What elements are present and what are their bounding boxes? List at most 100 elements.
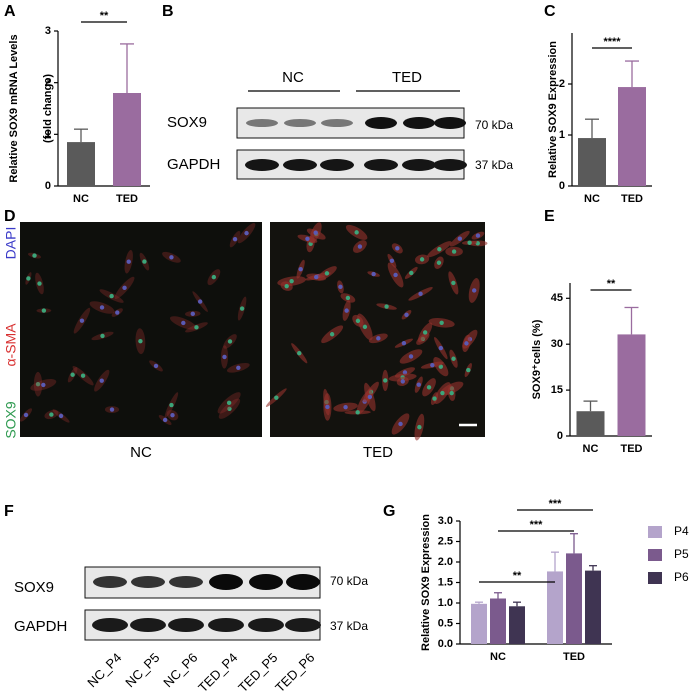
row-label: SOX9	[167, 114, 207, 131]
nucleus	[418, 291, 423, 297]
band	[130, 618, 166, 632]
row-label: GAPDH	[167, 156, 220, 173]
size-label: 70 kDa	[475, 118, 513, 132]
nucleus	[169, 402, 174, 408]
nucleus	[305, 236, 310, 241]
y-tick-label: 3	[45, 25, 51, 37]
y-tick-label: 2.5	[438, 535, 453, 547]
nucleus	[169, 255, 174, 260]
bar	[576, 411, 605, 436]
group-label: NC	[282, 69, 304, 86]
nucleus	[451, 356, 456, 361]
nucleus	[49, 412, 54, 417]
nucleus	[58, 413, 64, 419]
nucleus	[181, 320, 186, 326]
nucleus	[298, 266, 303, 272]
band	[249, 574, 283, 590]
nucleus	[70, 372, 75, 377]
y-tick-label: 15	[551, 384, 563, 396]
legend-label: P4	[674, 524, 689, 538]
legend-label: P6	[674, 570, 689, 584]
nucleus	[26, 276, 31, 281]
y-axis-label: (fold change)	[42, 74, 54, 143]
band	[93, 576, 127, 588]
nucleus	[226, 400, 232, 406]
nucleus	[384, 304, 389, 309]
nucleus	[426, 385, 432, 390]
nucleus	[32, 253, 37, 258]
legend-label: P5	[674, 547, 689, 561]
y-tick-label: 45	[551, 292, 563, 304]
significance-label: ***	[549, 498, 563, 510]
legend-swatch	[648, 526, 662, 538]
bar	[566, 553, 582, 644]
nucleus	[457, 236, 463, 241]
nucleus	[422, 330, 428, 335]
nucleus	[126, 259, 131, 264]
nucleus	[314, 274, 319, 280]
size-label: 37 kDa	[330, 619, 368, 633]
band	[169, 576, 203, 588]
nucleus	[170, 412, 175, 418]
nucleus	[451, 280, 456, 286]
image-label: NC	[130, 444, 152, 461]
significance-label: ***	[530, 519, 544, 531]
nucleus	[109, 293, 114, 299]
x-tick-label: TED	[563, 651, 585, 663]
stain-label: α-SMA	[3, 323, 19, 367]
nucleus	[344, 308, 349, 313]
nucleus	[35, 381, 41, 387]
nucleus	[437, 247, 442, 252]
bar	[471, 603, 487, 644]
x-tick-label: NC	[490, 651, 506, 663]
nucleus	[376, 336, 381, 341]
nucleus	[190, 311, 195, 317]
y-tick-label: 2.0	[438, 556, 453, 568]
nucleus	[329, 332, 335, 337]
lane-label: TED_P4	[195, 650, 240, 695]
y-axis-label: Relative SOX9 Expression	[420, 514, 432, 651]
nucleus	[357, 244, 363, 249]
nucleus	[211, 274, 217, 280]
band	[285, 618, 321, 632]
panel-letter: D	[4, 208, 16, 225]
legend-swatch	[648, 572, 662, 584]
nucleus	[274, 395, 279, 400]
y-tick-label: 1.5	[438, 576, 453, 588]
nucleus	[153, 363, 159, 369]
lane-label: TED_P5	[235, 650, 280, 695]
nucleus	[383, 378, 388, 383]
bar	[617, 334, 646, 436]
band	[433, 159, 467, 171]
band	[246, 119, 278, 127]
nucleus	[122, 285, 127, 291]
nucleus	[239, 306, 245, 311]
band	[402, 159, 436, 171]
x-tick-label: TED	[621, 443, 643, 455]
nucleus	[466, 367, 471, 373]
image-label: TED	[363, 444, 393, 461]
nucleus	[395, 246, 400, 251]
y-tick-label: 2	[45, 77, 51, 89]
nucleus	[371, 271, 376, 277]
y-tick-label: 30	[551, 338, 563, 350]
nucleus	[99, 305, 105, 310]
panel-letter: G	[383, 503, 395, 520]
nucleus	[222, 354, 227, 360]
nucleus	[355, 410, 360, 415]
significance-label: ****	[603, 36, 621, 48]
y-tick-label: 1.0	[438, 597, 453, 609]
micrograph	[20, 222, 262, 437]
x-tick-label: TED	[621, 193, 643, 205]
legend-swatch	[648, 549, 662, 561]
nucleus	[41, 308, 47, 313]
size-label: 37 kDa	[475, 158, 513, 172]
size-label: 70 kDa	[330, 574, 368, 588]
y-tick-label: 1	[559, 129, 565, 141]
nucleus	[398, 421, 403, 427]
row-label: GAPDH	[14, 618, 67, 635]
y-tick-label: 3.0	[438, 515, 453, 527]
nucleus	[438, 345, 444, 351]
band	[434, 117, 466, 129]
y-axis-label: SOX9⁺cells (%)	[531, 319, 543, 399]
